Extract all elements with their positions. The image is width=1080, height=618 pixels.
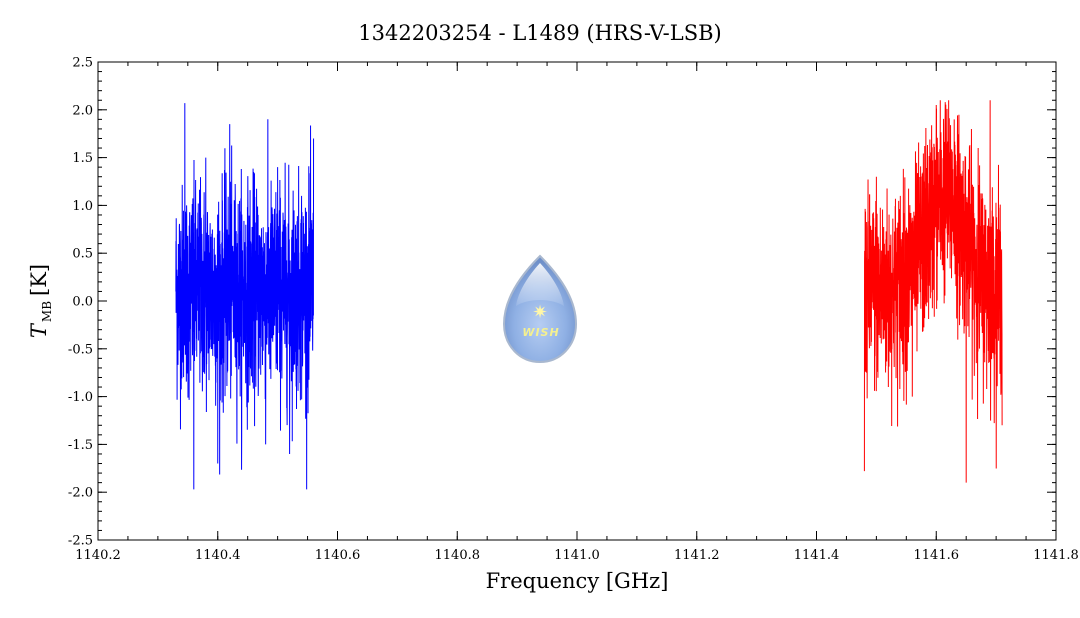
y-tick-label: 1.0	[72, 199, 93, 214]
y-axis-unit: [K]	[27, 264, 51, 296]
y-tick-label: -1.0	[68, 390, 93, 405]
y-tick-label: 0.5	[72, 247, 93, 262]
y-tick-label: 1.5	[72, 151, 93, 166]
x-tick-label: 1140.8	[435, 548, 481, 563]
y-tick-label: -0.5	[68, 342, 93, 357]
y-axis-ticks: 2.5 2.0 1.5 1.0 0.5 0.0 -0.5 -1.0 -1.5 -2.0 -2.5	[68, 56, 1056, 549]
y-tick-label: -2.5	[68, 534, 93, 549]
y-tick-label: -2.0	[68, 486, 93, 501]
series-group	[175, 100, 1003, 490]
x-tick-label: 1140.6	[315, 548, 361, 563]
x-tick-label: 1140.2	[75, 548, 121, 563]
y-tick-label: 2.5	[72, 56, 93, 71]
x-tick-label: 1141.4	[794, 548, 840, 563]
y-tick-label: 0.0	[72, 295, 93, 310]
logo-drop-shape	[502, 254, 578, 364]
x-axis-title: Frequency [GHz]	[486, 569, 669, 593]
y-tick-label: 2.0	[72, 103, 93, 118]
chart-title: 1342203254 - L1489 (HRS-V-LSB)	[358, 21, 721, 45]
y-axis-symbol: T	[27, 322, 51, 338]
wish-logo: ✷ WISH	[502, 254, 578, 364]
x-tick-label: 1141.2	[674, 548, 720, 563]
x-tick-label: 1141.8	[1033, 548, 1079, 563]
y-axis-title: TMB [K]	[27, 264, 54, 338]
logo-text: WISH	[522, 326, 559, 339]
x-tick-label: 1141.6	[914, 548, 960, 563]
x-tick-label: 1140.4	[195, 548, 241, 563]
x-tick-label: 1141.0	[554, 548, 600, 563]
x-axis-ticks: 1140.2 1140.4 1140.6 1140.8 1141.0 1141.2 1141…	[75, 62, 1079, 563]
spectrum-series-blue	[175, 103, 315, 490]
spectrum-series-red	[863, 100, 1003, 483]
logo-highlight	[516, 263, 564, 306]
y-tick-label: -1.5	[68, 438, 93, 453]
y-axis-subscript: MB	[40, 301, 54, 322]
logo-star-icon: ✷	[532, 302, 547, 323]
